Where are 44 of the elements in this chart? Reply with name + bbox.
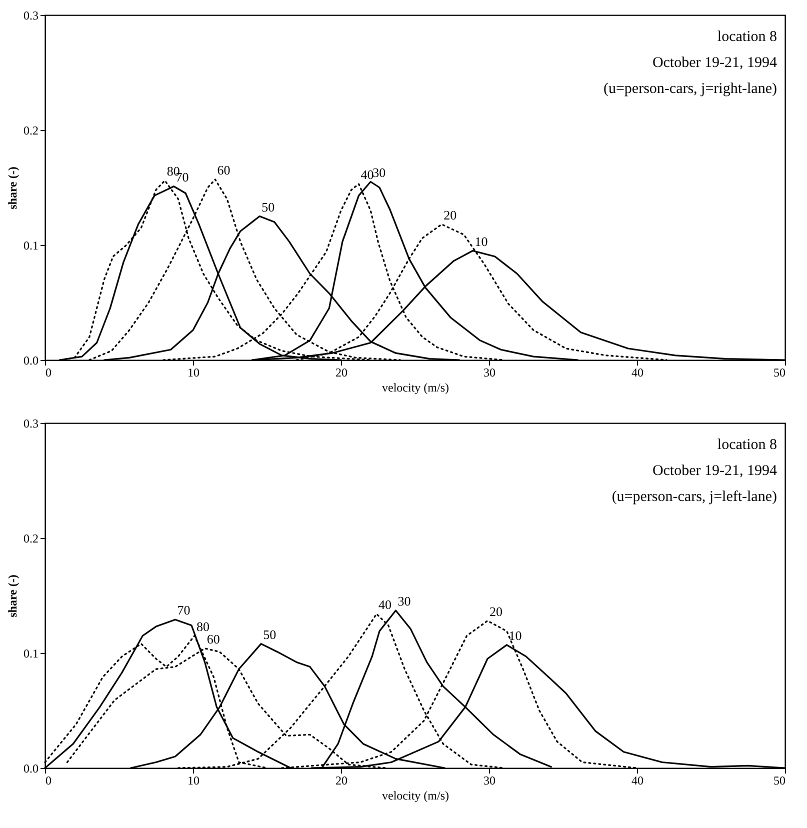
y-tick-label: 0.1 <box>24 238 38 252</box>
series-label: 80 <box>196 618 210 634</box>
y-tick-label: 0.0 <box>24 762 38 776</box>
x-tick-label: 20 <box>336 366 348 380</box>
series-label: 20 <box>490 604 503 619</box>
x-tick-label: 10 <box>188 366 200 380</box>
annotation: (u=person-cars, j=left-lane) <box>612 489 777 505</box>
series-label: 10 <box>508 628 522 643</box>
x-axis-title: velocity (m/s) <box>382 788 449 802</box>
series-label: 70 <box>177 602 190 618</box>
series-label: 40 <box>360 167 374 182</box>
x-tick-label: 0 <box>46 774 52 788</box>
annotation: October 19-21, 1994 <box>652 463 778 479</box>
series-label: 40 <box>378 596 392 612</box>
x-tick-label: 10 <box>188 774 200 788</box>
annotation: location 8 <box>717 437 777 453</box>
series-label: 60 <box>206 631 220 646</box>
x-tick-label: 20 <box>336 774 348 788</box>
y-tick-label: 0.3 <box>24 416 38 430</box>
x-tick-label: 50 <box>774 774 786 788</box>
annotation: October 19-21, 1994 <box>652 55 778 71</box>
x-tick-label: 40 <box>632 366 644 380</box>
series-label: 10 <box>474 234 488 249</box>
series-label: 20 <box>444 207 457 222</box>
x-tick-label: 30 <box>484 774 496 788</box>
y-tick-label: 0.2 <box>24 532 38 546</box>
y-tick-label: 0.3 <box>24 8 38 22</box>
y-tick-label: 0.2 <box>24 124 38 138</box>
y-axis-title: share (-) <box>6 574 20 618</box>
series-label: 30 <box>372 164 386 180</box>
y-axis-title: share (-) <box>6 166 20 210</box>
x-axis-title: velocity (m/s) <box>382 380 449 394</box>
x-tick-label: 40 <box>632 774 644 788</box>
x-tick-label: 30 <box>484 366 496 380</box>
series-label: 30 <box>398 593 411 608</box>
y-tick-label: 0.0 <box>24 354 38 368</box>
series-label: 50 <box>262 199 275 214</box>
annotation: location 8 <box>717 29 777 45</box>
annotation: (u=person-cars, j=right-lane) <box>603 81 777 97</box>
x-tick-label: 0 <box>46 366 52 380</box>
x-tick-label: 50 <box>774 366 786 380</box>
series-label: 50 <box>263 626 276 642</box>
series-label: 60 <box>217 162 230 178</box>
y-tick-label: 0.1 <box>24 646 38 660</box>
